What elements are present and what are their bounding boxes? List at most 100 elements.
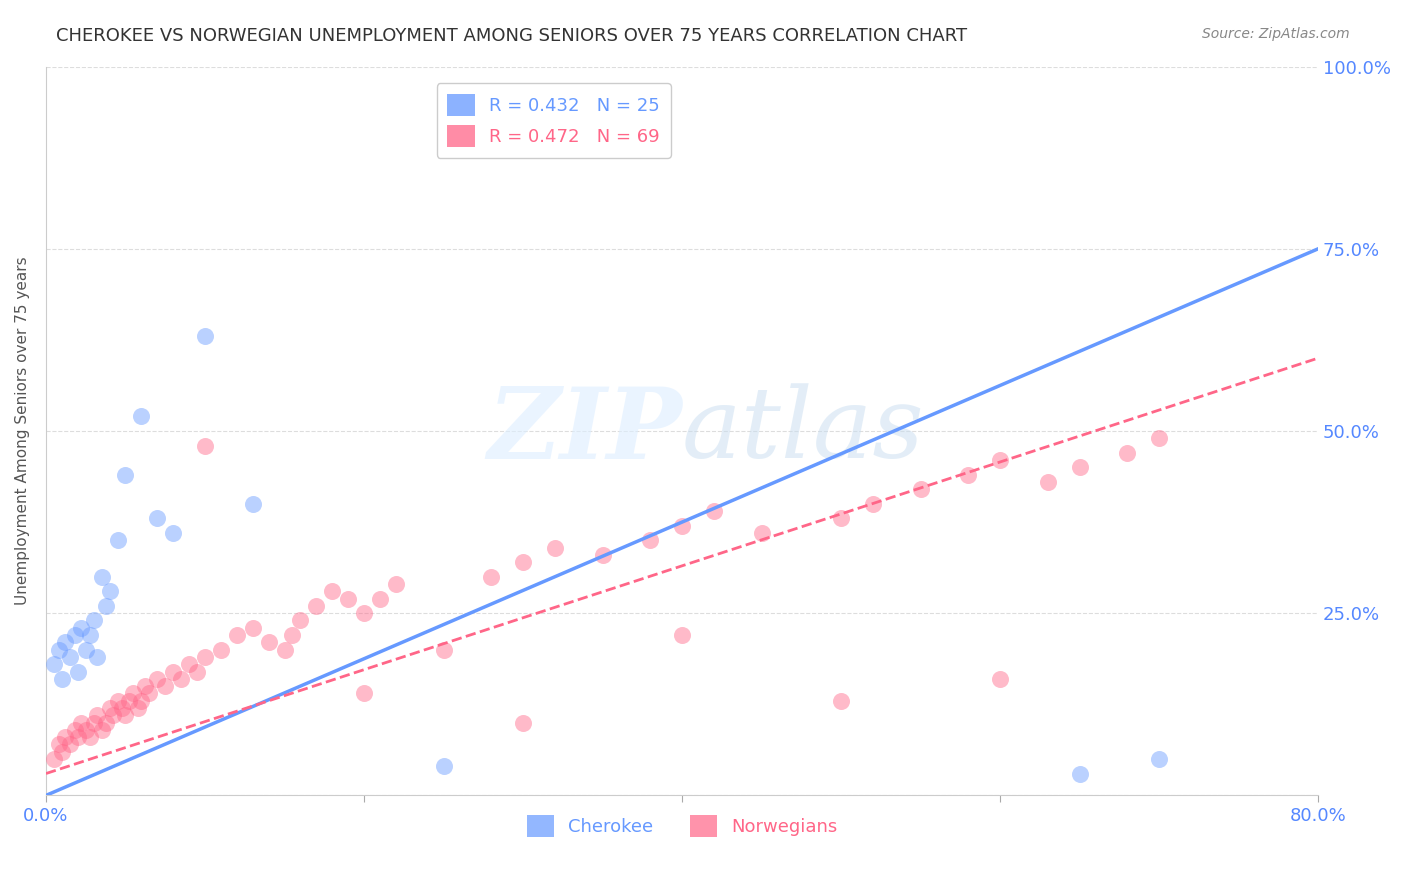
Point [63, 723, 86, 737]
Point [273, 642, 295, 657]
Point [1069, 766, 1091, 780]
Point [155, 679, 177, 693]
Point [48, 738, 70, 752]
Point [368, 591, 391, 606]
Point [281, 628, 304, 642]
Point [1116, 446, 1139, 460]
Point [107, 693, 129, 707]
Point [830, 693, 852, 707]
Point [194, 439, 217, 453]
Point [862, 497, 884, 511]
Point [98, 701, 121, 715]
Point [51, 672, 73, 686]
Point [353, 686, 375, 700]
Point [51, 745, 73, 759]
Point [385, 577, 408, 591]
Point [432, 642, 454, 657]
Point [638, 533, 661, 548]
Point [432, 759, 454, 773]
Point [138, 686, 160, 700]
Point [86, 708, 108, 723]
Point [290, 614, 312, 628]
Point [90, 723, 112, 737]
Point [127, 701, 149, 715]
Point [134, 679, 156, 693]
Text: Source: ZipAtlas.com: Source: ZipAtlas.com [1202, 27, 1350, 41]
Point [830, 511, 852, 525]
Point [42, 752, 65, 766]
Point [107, 533, 129, 548]
Point [1147, 752, 1170, 766]
Point [42, 657, 65, 672]
Point [257, 635, 280, 649]
Point [353, 606, 375, 620]
Point [53, 635, 76, 649]
Point [671, 628, 693, 642]
Point [177, 657, 200, 672]
Point [75, 723, 97, 737]
Point [512, 555, 534, 569]
Point [96, 599, 118, 613]
Legend: Cherokee, Norwegians: Cherokee, Norwegians [520, 808, 845, 845]
Point [63, 628, 86, 642]
Point [671, 518, 693, 533]
Point [79, 628, 101, 642]
Point [122, 686, 145, 700]
Point [118, 693, 141, 707]
Point [86, 649, 108, 664]
Point [242, 621, 264, 635]
Point [479, 570, 502, 584]
Point [186, 665, 208, 679]
Point [75, 642, 97, 657]
Point [70, 715, 93, 730]
Point [53, 730, 76, 744]
Point [162, 665, 184, 679]
Point [114, 467, 136, 482]
Point [910, 483, 932, 497]
Point [544, 541, 567, 555]
Point [101, 708, 124, 723]
Point [170, 672, 193, 686]
Point [957, 467, 980, 482]
Point [114, 708, 136, 723]
Point [1147, 431, 1170, 445]
Point [209, 642, 232, 657]
Point [59, 649, 82, 664]
Point [751, 526, 773, 541]
Point [66, 665, 89, 679]
Point [146, 672, 169, 686]
Point [131, 409, 153, 424]
Text: CHEROKEE VS NORWEGIAN UNEMPLOYMENT AMONG SENIORS OVER 75 YEARS CORRELATION CHART: CHEROKEE VS NORWEGIAN UNEMPLOYMENT AMONG… [56, 27, 967, 45]
Point [225, 628, 247, 642]
Point [305, 599, 328, 613]
Y-axis label: Unemployment Among Seniors over 75 years: Unemployment Among Seniors over 75 years [15, 257, 30, 606]
Point [321, 584, 343, 599]
Point [512, 715, 534, 730]
Point [1036, 475, 1059, 489]
Point [1069, 460, 1091, 475]
Point [96, 715, 118, 730]
Point [162, 526, 184, 541]
Point [146, 511, 169, 525]
Point [70, 621, 93, 635]
Point [59, 738, 82, 752]
Text: atlas: atlas [682, 384, 925, 479]
Point [66, 730, 89, 744]
Point [194, 329, 217, 343]
Point [79, 730, 101, 744]
Point [988, 453, 1011, 467]
Point [592, 548, 614, 562]
Point [98, 584, 121, 599]
Text: ZIP: ZIP [486, 383, 682, 479]
Point [703, 504, 725, 518]
Point [83, 715, 105, 730]
Point [194, 649, 217, 664]
Point [242, 497, 264, 511]
Point [988, 672, 1011, 686]
Point [111, 701, 134, 715]
Point [90, 570, 112, 584]
Point [131, 693, 153, 707]
Point [48, 642, 70, 657]
Point [83, 614, 105, 628]
Point [337, 591, 360, 606]
